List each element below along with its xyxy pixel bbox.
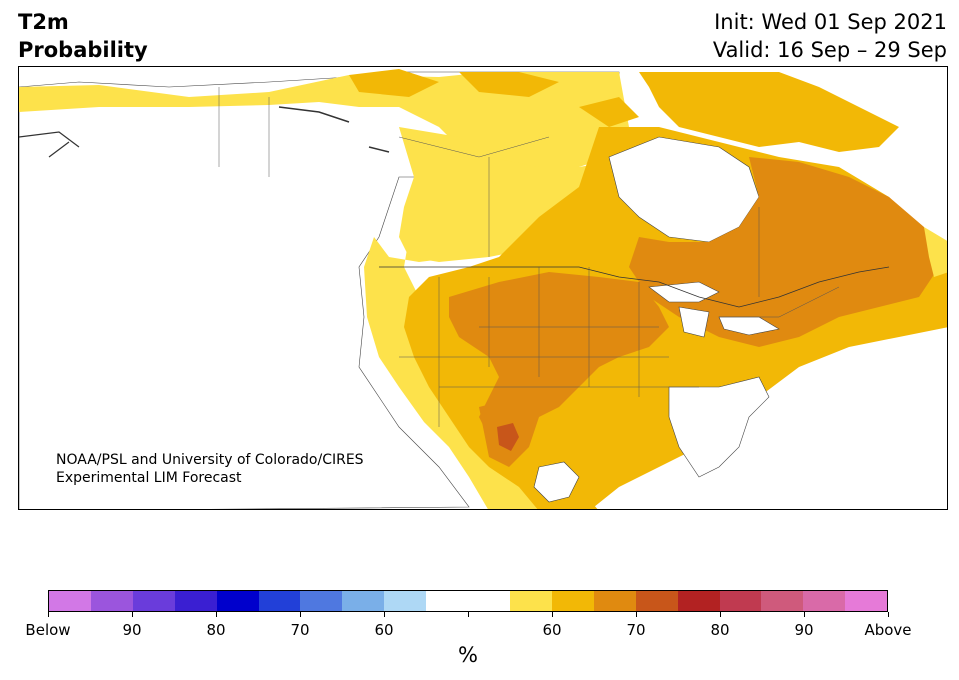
- probability-map: NOAA/PSL and University of Colorado/CIRE…: [18, 66, 948, 510]
- colorbar-tick-label: 80: [206, 621, 226, 639]
- credit-line-1: NOAA/PSL and University of Colorado/CIRE…: [56, 452, 364, 468]
- colorbar-tick-label: 60: [542, 621, 562, 639]
- colorbar-segment: [509, 591, 552, 611]
- colorbar-segment: [845, 591, 888, 611]
- colorbar-tick-label: 80: [710, 621, 730, 639]
- colorbar-tick: [131, 612, 133, 617]
- credit-text: NOAA/PSL and University of Colorado/CIRE…: [56, 451, 364, 487]
- colorbar-segment: [216, 591, 259, 611]
- colorbar-segment: [384, 591, 427, 611]
- colorbar-tick: [887, 612, 889, 617]
- colorbar-tick-label: Above: [864, 621, 912, 639]
- init-date: Init: Wed 01 Sep 2021: [714, 10, 947, 34]
- colorbar-tick-label: 60: [374, 621, 394, 639]
- colorbar-segment: [635, 591, 678, 611]
- colorbar-segment: [49, 591, 91, 611]
- map-svg: [19, 67, 947, 509]
- colorbar-segment: [677, 591, 720, 611]
- colorbar: [48, 590, 888, 612]
- colorbar-tick: [215, 612, 217, 617]
- colorbar-tick: [551, 612, 553, 617]
- colorbar-segment: [258, 591, 301, 611]
- colorbar-segment: [593, 591, 636, 611]
- colorbar-tick-label: 70: [626, 621, 646, 639]
- title-line-1: T2m: [18, 10, 69, 34]
- colorbar-tick: [47, 612, 49, 617]
- colorbar-segment: [174, 591, 217, 611]
- colorbar-segment: [803, 591, 846, 611]
- colorbar-tick-label: Below: [25, 621, 71, 639]
- colorbar-tick-label: 90: [794, 621, 814, 639]
- valid-range: Valid: 16 Sep – 29 Sep: [712, 38, 947, 62]
- colorbar-segment: [426, 591, 469, 611]
- variable-title: T2m Probability: [18, 8, 148, 64]
- colorbar-tick-label: 70: [290, 621, 310, 639]
- colorbar-tick: [299, 612, 301, 617]
- colorbar-segment: [342, 591, 385, 611]
- colorbar-unit: %: [458, 643, 478, 667]
- colorbar-tick-label: 90: [122, 621, 142, 639]
- colorbar-segment: [132, 591, 175, 611]
- title-line-2: Probability: [18, 38, 148, 62]
- colorbar-tick: [803, 612, 805, 617]
- colorbar-tick: [719, 612, 721, 617]
- credit-line-2: Experimental LIM Forecast: [56, 470, 242, 486]
- colorbar-segment: [551, 591, 594, 611]
- colorbar-tick: [635, 612, 637, 617]
- colorbar-segment: [90, 591, 133, 611]
- colorbar-tick: [467, 612, 469, 617]
- colorbar-segment: [468, 591, 510, 611]
- date-info: Init: Wed 01 Sep 2021 Valid: 16 Sep – 29…: [713, 8, 947, 64]
- colorbar-segment: [719, 591, 762, 611]
- colorbar-segment: [300, 591, 343, 611]
- colorbar-tick: [383, 612, 385, 617]
- colorbar-segment: [761, 591, 804, 611]
